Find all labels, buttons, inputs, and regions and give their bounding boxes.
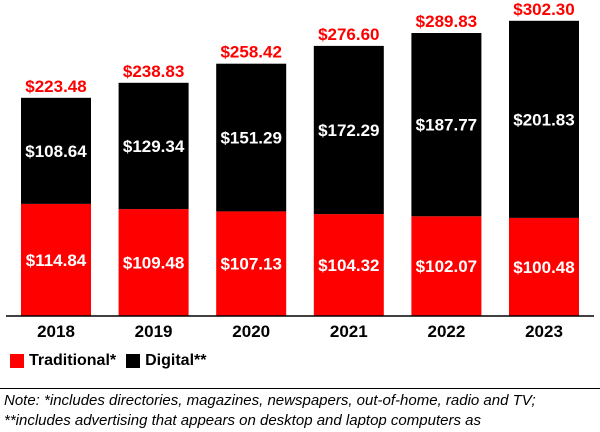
- bar-traditional-2018: [21, 203, 91, 316]
- bar-traditional-2019: [118, 209, 189, 316]
- data-label-traditional-2018: $114.84: [26, 251, 87, 270]
- data-label-digital-2023: $201.83: [513, 110, 574, 129]
- bar-digital-2020: [216, 63, 287, 212]
- data-label-traditional-2023: $100.48: [513, 258, 574, 277]
- data-label-digital-2021: $172.29: [318, 121, 379, 140]
- bar-digital-2018: [21, 97, 91, 204]
- data-label-digital-2022: $187.77: [416, 116, 477, 135]
- x-tick-label-2018: 2018: [37, 322, 75, 341]
- stacked-bar-chart: $114.84 $108.64 $223.48 2018 $109.48 $129.34 $…: [6, 0, 594, 341]
- total-label-2021: $276.60: [318, 25, 379, 44]
- data-label-traditional-2022: $102.07: [416, 257, 477, 276]
- legend-swatch-digital: [126, 354, 141, 368]
- x-tick-label-2020: 2020: [232, 322, 270, 341]
- data-label-traditional-2020: $107.13: [220, 255, 281, 274]
- legend-item-traditional: Traditional*: [10, 352, 116, 370]
- x-tick-label-2019: 2019: [135, 322, 173, 341]
- bar-digital-2021: [313, 45, 384, 215]
- bar-traditional-2023: [509, 217, 579, 316]
- bar-digital-2022: [411, 33, 482, 217]
- bar-digital-2019: [118, 82, 189, 210]
- data-label-digital-2019: $129.34: [123, 137, 185, 156]
- x-tick-label-2022: 2022: [427, 322, 465, 341]
- bar-traditional-2022: [411, 216, 482, 316]
- bar-traditional-2020: [216, 211, 287, 316]
- data-label-digital-2018: $108.64: [25, 142, 87, 161]
- bar-digital-2023: [509, 20, 579, 218]
- x-tick-label-2023: 2023: [525, 322, 563, 341]
- x-tick-label-2021: 2021: [330, 322, 368, 341]
- data-label-traditional-2021: $104.32: [318, 256, 379, 275]
- legend-label-digital: Digital**: [145, 352, 207, 369]
- note-divider: [0, 388, 600, 389]
- total-label-2022: $289.83: [416, 12, 477, 31]
- data-label-digital-2020: $151.29: [220, 129, 281, 148]
- bar-traditional-2021: [313, 214, 384, 316]
- total-label-2018: $223.48: [25, 77, 86, 96]
- total-label-2020: $258.42: [220, 43, 281, 62]
- chart-note: Note: *includes directories, magazines, …: [4, 392, 536, 429]
- data-label-traditional-2019: $109.48: [123, 254, 184, 273]
- legend: Traditional* Digital**: [10, 350, 206, 372]
- legend-label-traditional: Traditional*: [29, 352, 117, 369]
- legend-swatch-traditional: [10, 354, 24, 368]
- total-label-2019: $238.83: [123, 62, 184, 81]
- total-label-2023: $302.30: [513, 0, 574, 19]
- legend-item-digital: Digital**: [126, 352, 206, 370]
